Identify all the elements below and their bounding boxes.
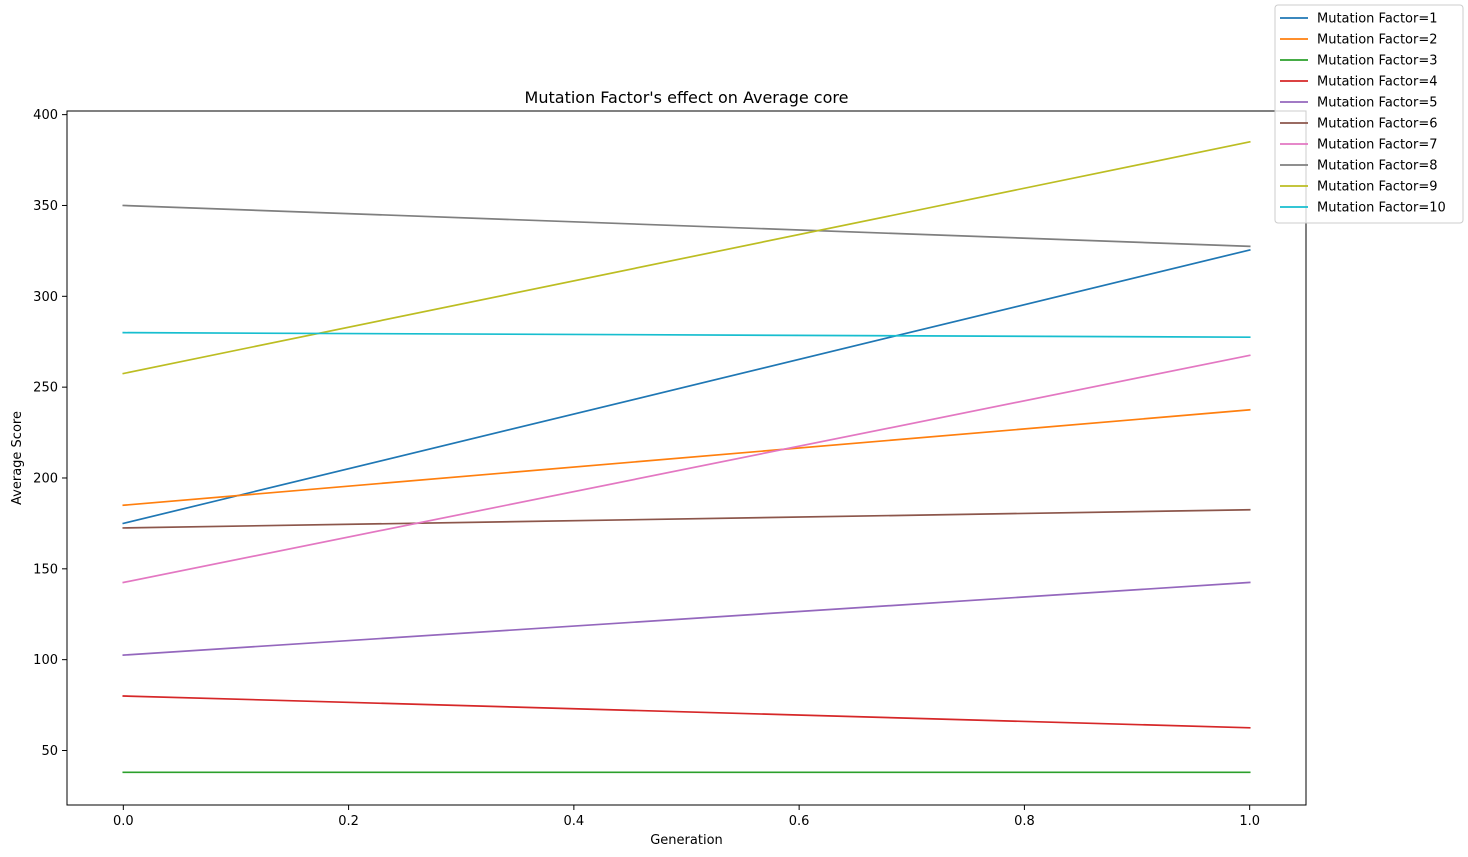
series-line-mutation-factor-7 — [122, 354, 1251, 584]
legend-entry: Mutation Factor=6 — [1280, 117, 1438, 132]
y-tick-label: 400 — [33, 108, 58, 123]
y-tick-label: 200 — [33, 471, 58, 486]
y-tick-label: 350 — [33, 199, 58, 214]
x-axis: 0.0 0.2 0.4 0.6 0.8 1.0 — [113, 805, 1260, 829]
chart-title: Mutation Factor's effect on Average core — [525, 88, 849, 107]
x-tick-label: 0.8 — [1014, 814, 1035, 829]
y-tick-label: 250 — [33, 381, 58, 396]
y-axis-title: Average Score — [10, 411, 25, 505]
legend-entry: Mutation Factor=1 — [1280, 12, 1438, 27]
legend-entry: Mutation Factor=8 — [1280, 159, 1438, 174]
legend-label: Mutation Factor=3 — [1317, 54, 1438, 69]
y-axis: 50 100 150 200 250 300 350 400 — [33, 108, 67, 759]
x-axis-title: Generation — [650, 833, 723, 848]
legend-label: Mutation Factor=8 — [1317, 159, 1438, 174]
legend-label: Mutation Factor=10 — [1317, 201, 1446, 216]
plot-frame — [66, 110, 1307, 806]
series-line-mutation-factor-5 — [122, 581, 1251, 657]
legend-label: Mutation Factor=4 — [1317, 75, 1438, 90]
series-line-mutation-factor-8 — [122, 204, 1251, 248]
series-line-mutation-factor-6 — [122, 508, 1251, 529]
x-tick-label: 1.0 — [1239, 814, 1260, 829]
legend-label: Mutation Factor=6 — [1317, 117, 1438, 132]
legend-entry: Mutation Factor=2 — [1280, 33, 1438, 48]
legend-label: Mutation Factor=1 — [1317, 12, 1438, 27]
y-tick-label: 150 — [33, 562, 58, 577]
legend-entries: Mutation Factor=1 Mutation Factor=2 Mutati… — [1280, 12, 1446, 216]
legend-entry: Mutation Factor=9 — [1280, 180, 1438, 195]
legend-label: Mutation Factor=2 — [1317, 33, 1438, 48]
legend-label: Mutation Factor=5 — [1317, 96, 1438, 111]
legend-entry: Mutation Factor=4 — [1280, 75, 1438, 90]
x-tick-label: 0.0 — [113, 814, 134, 829]
legend-box — [1274, 4, 1464, 224]
legend-entry: Mutation Factor=5 — [1280, 96, 1438, 111]
legend-entry: Mutation Factor=7 — [1280, 138, 1438, 153]
series-layer — [122, 140, 1251, 774]
legend-entry: Mutation Factor=10 — [1280, 201, 1446, 216]
series-line-mutation-factor-4 — [122, 695, 1251, 729]
x-tick-label: 0.2 — [338, 814, 359, 829]
legend-entry: Mutation Factor=3 — [1280, 54, 1438, 69]
x-tick-label: 0.6 — [789, 814, 810, 829]
y-tick-label: 100 — [33, 653, 58, 668]
series-line-mutation-factor-9 — [122, 140, 1251, 375]
series-line-mutation-factor-10 — [122, 331, 1251, 339]
plot-area — [66, 110, 1307, 806]
y-tick-label: 50 — [41, 744, 58, 759]
x-tick-label: 0.4 — [564, 814, 585, 829]
series-line-mutation-factor-2 — [122, 408, 1251, 507]
legend-label: Mutation Factor=9 — [1317, 180, 1438, 195]
y-tick-label: 300 — [33, 290, 58, 305]
legend: Mutation Factor=1 Mutation Factor=2 Mutati… — [1274, 4, 1464, 224]
series-line-mutation-factor-1 — [122, 248, 1251, 525]
legend-label: Mutation Factor=7 — [1317, 138, 1438, 153]
